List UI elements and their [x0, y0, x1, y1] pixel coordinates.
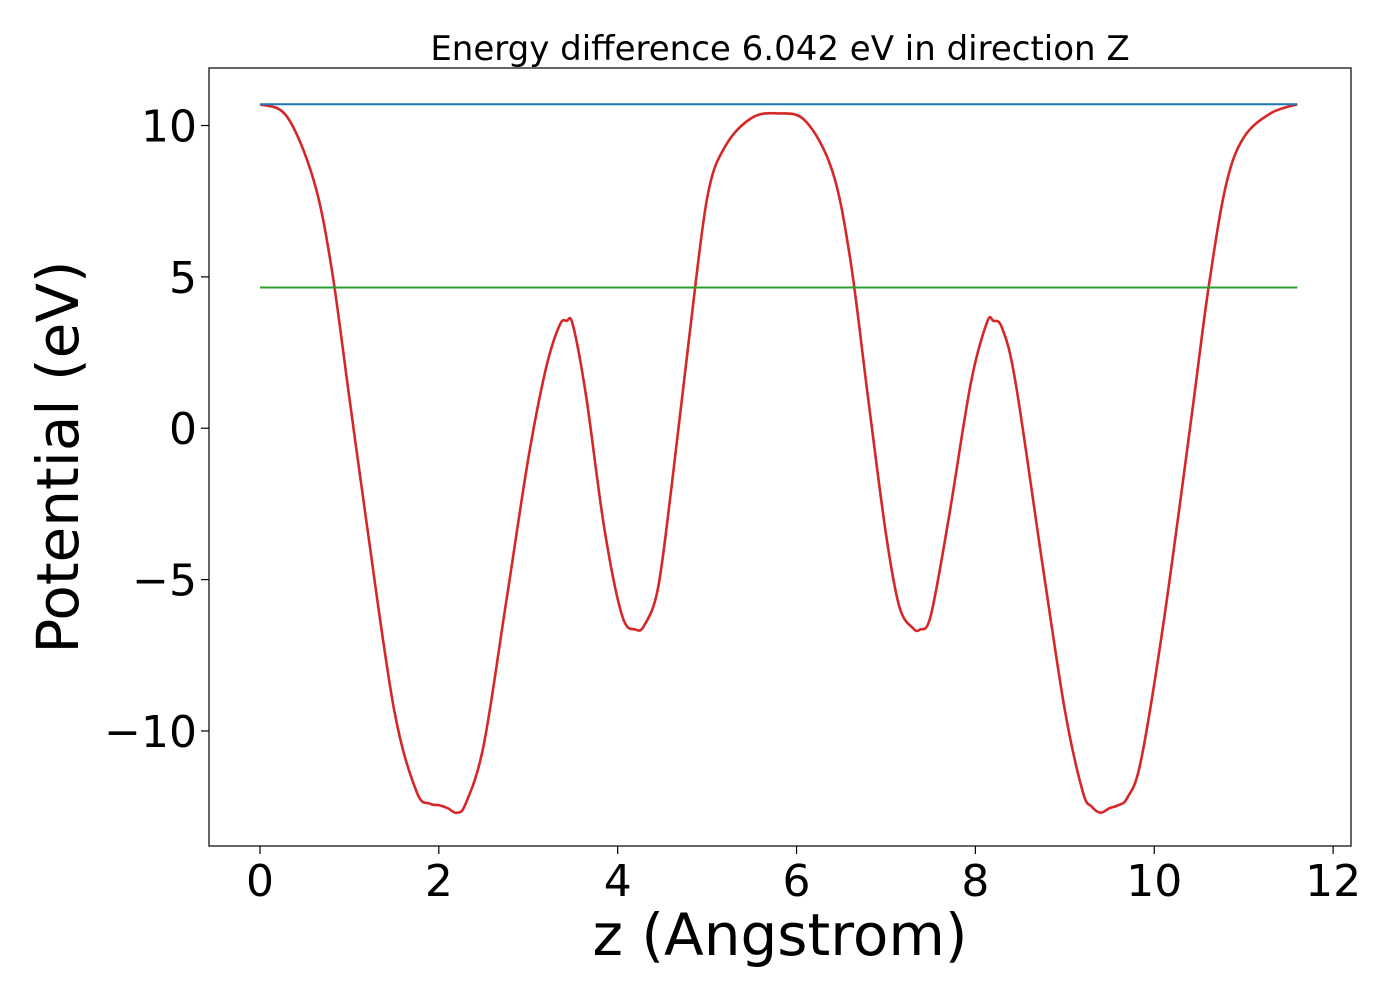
- x-tick-label: 0: [246, 856, 274, 907]
- x-tick-label: 12: [1305, 856, 1361, 907]
- y-tick-label: 0: [169, 404, 197, 455]
- potential-line: [259, 103, 1298, 815]
- x-axis-label: z (Angstrom): [593, 901, 968, 969]
- y-tick-label: −10: [104, 707, 197, 758]
- y-axis-label: Potential (eV): [24, 260, 92, 653]
- chart-title: Energy difference 6.042 eV in direction …: [430, 29, 1129, 69]
- series-layer: [259, 103, 1298, 815]
- y-tick-label: 10: [141, 102, 197, 153]
- x-axis: 0 2 4 6 8 10 12: [246, 846, 1361, 907]
- plot-area: [208, 67, 1352, 847]
- y-axis: 10 5 0 −5 −10: [104, 102, 209, 758]
- x-tick-label: 4: [604, 856, 632, 907]
- y-tick-label: −5: [132, 556, 197, 607]
- x-tick-label: 8: [961, 856, 989, 907]
- x-tick-label: 10: [1126, 856, 1182, 907]
- x-tick-label: 2: [425, 856, 453, 907]
- x-tick-label: 6: [783, 856, 811, 907]
- y-tick-label: 5: [169, 253, 197, 304]
